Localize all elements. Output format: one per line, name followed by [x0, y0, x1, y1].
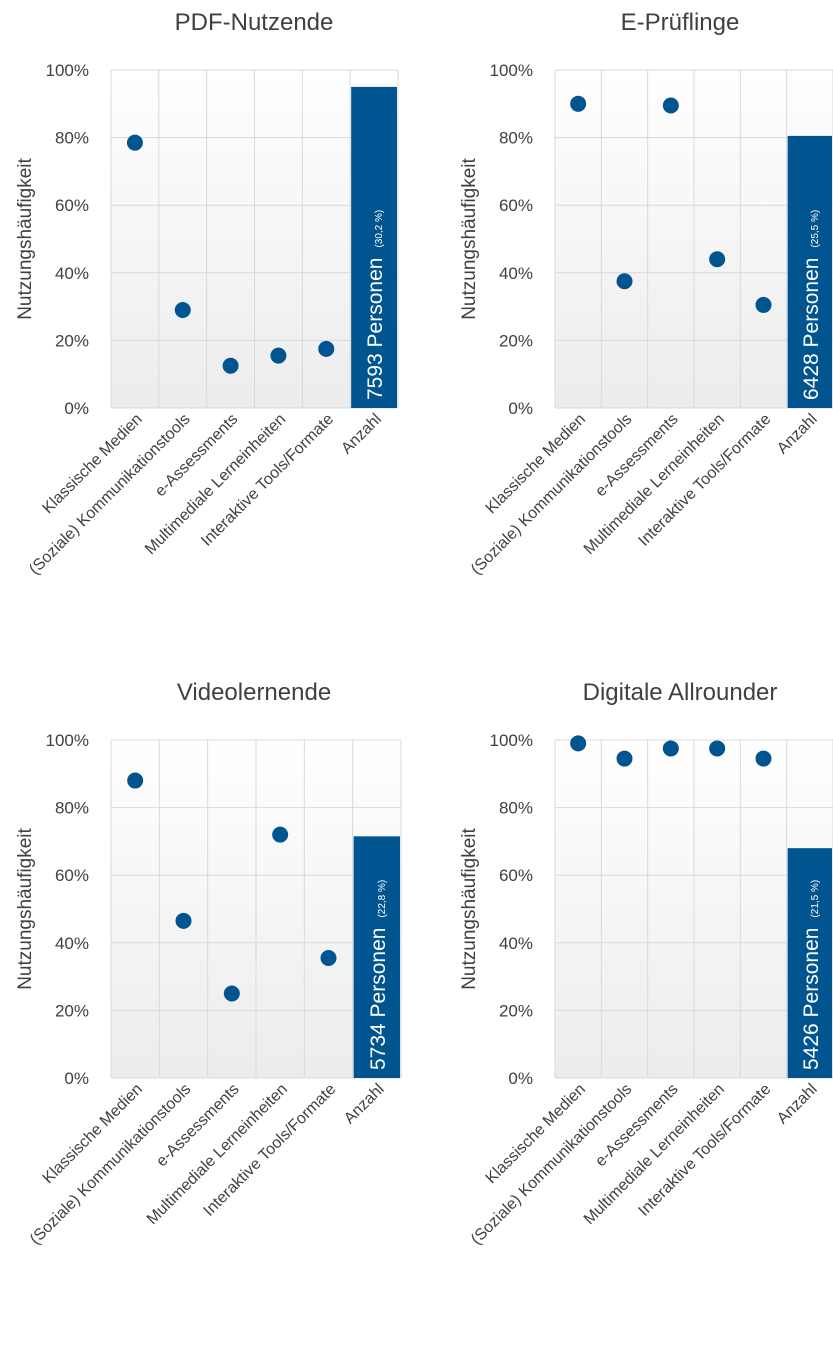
bar-share-label: (21,5 %) — [810, 880, 821, 918]
bar-count-label: 5426 Personen — [800, 928, 823, 1070]
data-point — [755, 296, 772, 313]
y-tick-label: 40% — [499, 934, 533, 953]
data-point — [126, 134, 143, 151]
data-point — [320, 950, 337, 967]
y-tick-label: 100% — [46, 61, 89, 80]
data-point — [662, 97, 679, 114]
y-tick-label: 20% — [55, 331, 89, 350]
y-tick-label: 20% — [499, 1001, 533, 1020]
y-tick-label: 20% — [55, 1001, 89, 1020]
data-point — [570, 735, 587, 752]
data-point — [318, 340, 335, 357]
y-tick-label: 80% — [55, 799, 89, 818]
x-tick-label: Anzahl — [774, 1081, 821, 1128]
y-tick-label: 20% — [499, 331, 533, 350]
x-tick-label: Anzahl — [341, 1081, 388, 1128]
y-tick-label: 0% — [508, 399, 533, 418]
y-tick-label: 100% — [490, 731, 533, 750]
data-point — [127, 772, 144, 789]
bar-share-label: (22,8 %) — [377, 880, 388, 918]
bar-count-label: 5734 Personen — [367, 928, 390, 1070]
bar-share-label: (25,5 %) — [810, 210, 821, 248]
bar-count-label: 6428 Personen — [800, 258, 823, 400]
chart-panel-2: 0%20%40%60%80%100%6428 Personen(25,5 %)K… — [459, 9, 833, 578]
data-point — [662, 740, 679, 757]
x-tick-label: e-Assessments — [592, 1081, 681, 1170]
y-tick-label: 40% — [55, 264, 89, 283]
bar-label: 5426 Personen (21,5 %) — [800, 880, 823, 1070]
chart-panel-1: 0%20%40%60%80%100%7593 Personen(30,2 %)K… — [15, 9, 399, 578]
y-tick-label: 60% — [55, 196, 89, 215]
data-point — [175, 912, 192, 929]
y-tick-label: 100% — [46, 731, 89, 750]
data-point — [570, 95, 587, 112]
count-bar — [787, 135, 832, 408]
chart-title: Digitale Allrounder — [583, 679, 778, 706]
x-tick-label: e-Assessments — [152, 411, 241, 500]
x-tick-label: e-Assessments — [153, 1081, 242, 1170]
y-axis-label: Nutzungshäufigkeit — [459, 157, 480, 319]
data-point — [270, 347, 287, 364]
y-tick-label: 40% — [499, 264, 533, 283]
x-tick-label: e-Assessments — [592, 411, 681, 500]
data-point — [174, 301, 191, 318]
y-tick-label: 60% — [499, 196, 533, 215]
y-tick-label: 60% — [55, 866, 89, 885]
data-point — [755, 750, 772, 767]
data-point — [223, 985, 240, 1002]
data-point — [709, 251, 726, 268]
chart-title: E-Prüflinge — [621, 9, 740, 36]
chart-panel-3: 0%20%40%60%80%100%5734 Personen(22,8 %)K… — [15, 679, 402, 1248]
y-tick-label: 60% — [499, 866, 533, 885]
y-tick-label: 100% — [490, 61, 533, 80]
bar-label: 6428 Personen (25,5 %) — [800, 210, 823, 400]
bar-label: 5734 Personen (22,8 %) — [367, 880, 390, 1070]
y-axis-label: Nutzungshäufigkeit — [15, 157, 36, 319]
data-point — [616, 273, 633, 290]
y-tick-label: 0% — [64, 399, 89, 418]
count-bar — [787, 848, 832, 1078]
chart-title: PDF-Nutzende — [175, 9, 334, 36]
y-tick-label: 80% — [499, 799, 533, 818]
chart-panel-4: 0%20%40%60%80%100%5426 Personen(21,5 %)K… — [459, 679, 833, 1248]
count-bar — [351, 86, 397, 409]
y-axis-label: Nutzungshäufigkeit — [459, 827, 480, 989]
bar-label: 7593 Personen (30,2 %) — [364, 210, 387, 400]
data-point — [616, 750, 633, 767]
x-tick-label: Anzahl — [338, 411, 385, 458]
bar-share-label: (30,2 %) — [374, 210, 385, 248]
data-point — [272, 826, 289, 843]
y-tick-label: 80% — [55, 129, 89, 148]
y-tick-label: 80% — [499, 129, 533, 148]
x-tick-label: Anzahl — [774, 411, 821, 458]
bar-count-label: 7593 Personen — [364, 258, 387, 400]
data-point — [222, 357, 239, 374]
y-tick-label: 40% — [55, 934, 89, 953]
chart-title: Videolernende — [177, 679, 331, 706]
y-tick-label: 0% — [508, 1069, 533, 1088]
count-bar — [353, 836, 400, 1078]
data-point — [709, 740, 726, 757]
y-axis-label: Nutzungshäufigkeit — [15, 827, 36, 989]
y-tick-label: 0% — [64, 1069, 89, 1088]
